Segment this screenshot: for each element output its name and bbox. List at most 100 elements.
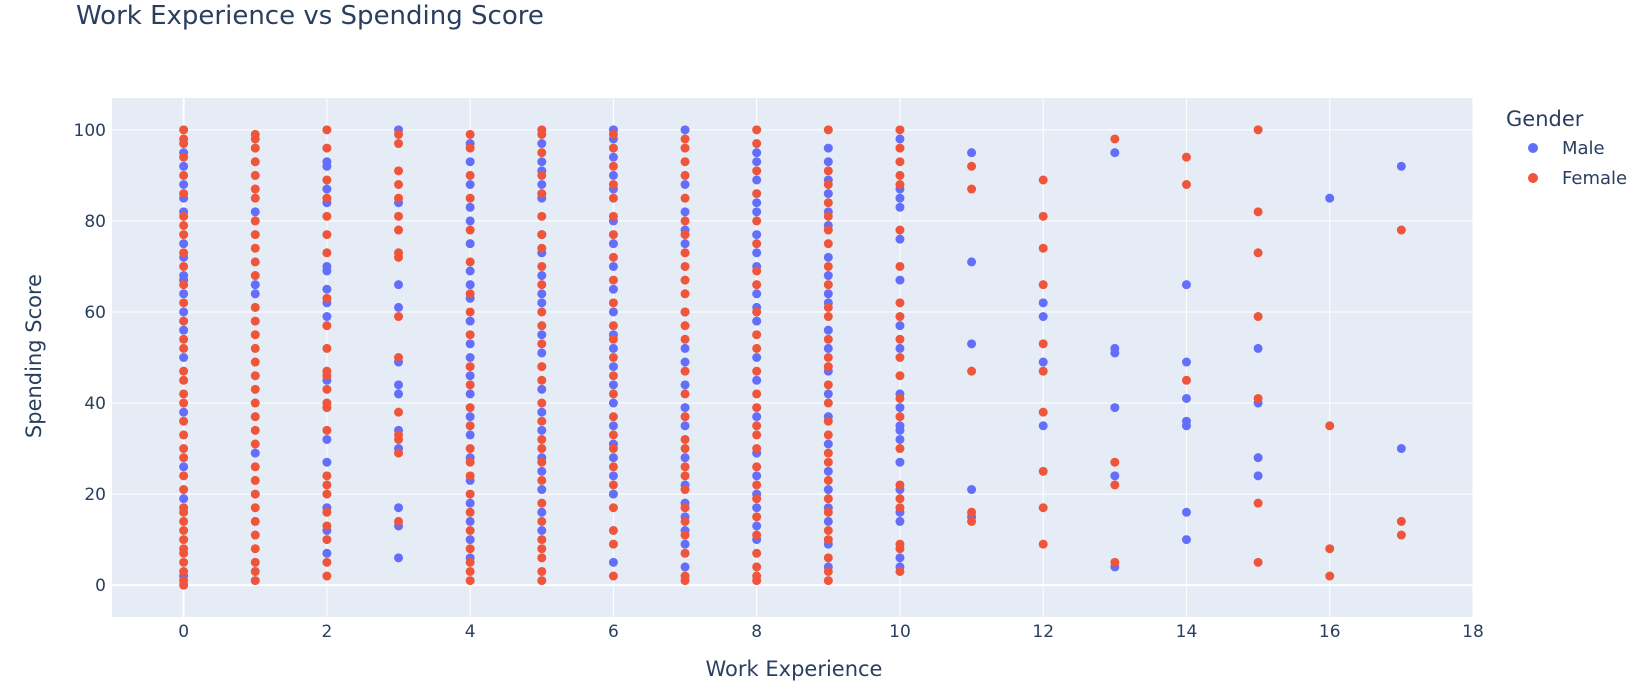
data-point [895,480,905,490]
data-point [537,362,547,372]
data-point [895,393,905,403]
legend-label[interactable]: Female [1562,168,1627,189]
legend-items: Male Female [1528,138,1627,189]
data-point [1110,457,1120,467]
data-point [394,225,404,235]
data-point [752,248,762,258]
data-point [608,230,618,240]
data-point [537,180,547,189]
data-point [179,289,189,299]
data-point [608,371,618,381]
data-point [752,421,762,431]
data-point [465,557,475,567]
data-point [465,307,475,317]
data-point [608,180,618,189]
data-point [752,412,762,422]
data-point [322,321,332,331]
data-point [1396,530,1406,540]
data-point [608,489,618,499]
data-point [537,535,547,545]
data-point [823,239,833,249]
data-point [537,307,547,317]
series-female [179,125,1406,590]
data-point [179,325,189,335]
data-point [465,457,475,467]
data-point [823,566,833,576]
data-point [394,553,404,563]
data-point [1253,125,1263,135]
data-point [608,462,618,472]
data-point [752,307,762,317]
data-point [465,403,475,413]
data-point [823,353,833,362]
data-point [608,275,618,285]
data-point [537,407,547,417]
data-point [537,348,547,358]
data-point [895,157,905,167]
legend-marker [1528,143,1538,153]
data-point [608,284,618,294]
data-point [967,257,977,267]
data-point [823,535,833,545]
data-point [895,444,905,454]
data-point [1038,503,1048,513]
data-point [608,480,618,490]
data-point [250,371,260,381]
data-point [179,271,189,281]
y-tick-label: 100 [74,121,106,141]
data-point [537,398,547,408]
data-point [680,180,690,189]
data-point [895,193,905,203]
data-point [250,462,260,472]
data-point [752,216,762,226]
data-point [823,494,833,504]
data-point [752,157,762,167]
data-point [608,129,618,139]
data-point [1325,193,1335,203]
data-point [537,243,547,253]
data-point [465,380,475,390]
data-point [608,412,618,422]
data-point [823,343,833,353]
data-point [608,557,618,567]
data-point [752,571,762,581]
data-point [322,507,332,517]
legend-label[interactable]: Male [1562,138,1605,159]
data-point [250,448,260,458]
data-point [1253,471,1263,481]
data-point [179,134,189,144]
data-point [680,289,690,299]
data-point [823,325,833,335]
data-point [1181,416,1191,426]
data-point [1038,243,1048,253]
data-point [823,261,833,271]
data-point [250,271,260,281]
data-point [179,152,189,162]
data-point [250,230,260,240]
data-point [680,143,690,153]
data-point [537,553,547,563]
data-point [250,143,260,153]
data-point [967,148,977,158]
data-point [394,389,404,399]
data-point [608,362,618,372]
data-point [537,444,547,454]
data-point [680,230,690,240]
data-point [752,289,762,299]
data-point [752,148,762,158]
data-point [537,339,547,349]
data-point [680,503,690,513]
data-point [895,312,905,322]
legend: Gender Male Female [1506,107,1627,189]
data-point [895,125,905,135]
y-axis-ticks: 0 20 40 60 80 100 [74,121,106,596]
data-point [895,539,905,549]
data-point [465,339,475,349]
data-point [823,553,833,563]
y-tick-label: 0 [95,576,106,596]
data-point [967,184,977,194]
data-point [752,462,762,472]
data-point [250,516,260,526]
data-point [394,312,404,322]
data-point [680,571,690,581]
